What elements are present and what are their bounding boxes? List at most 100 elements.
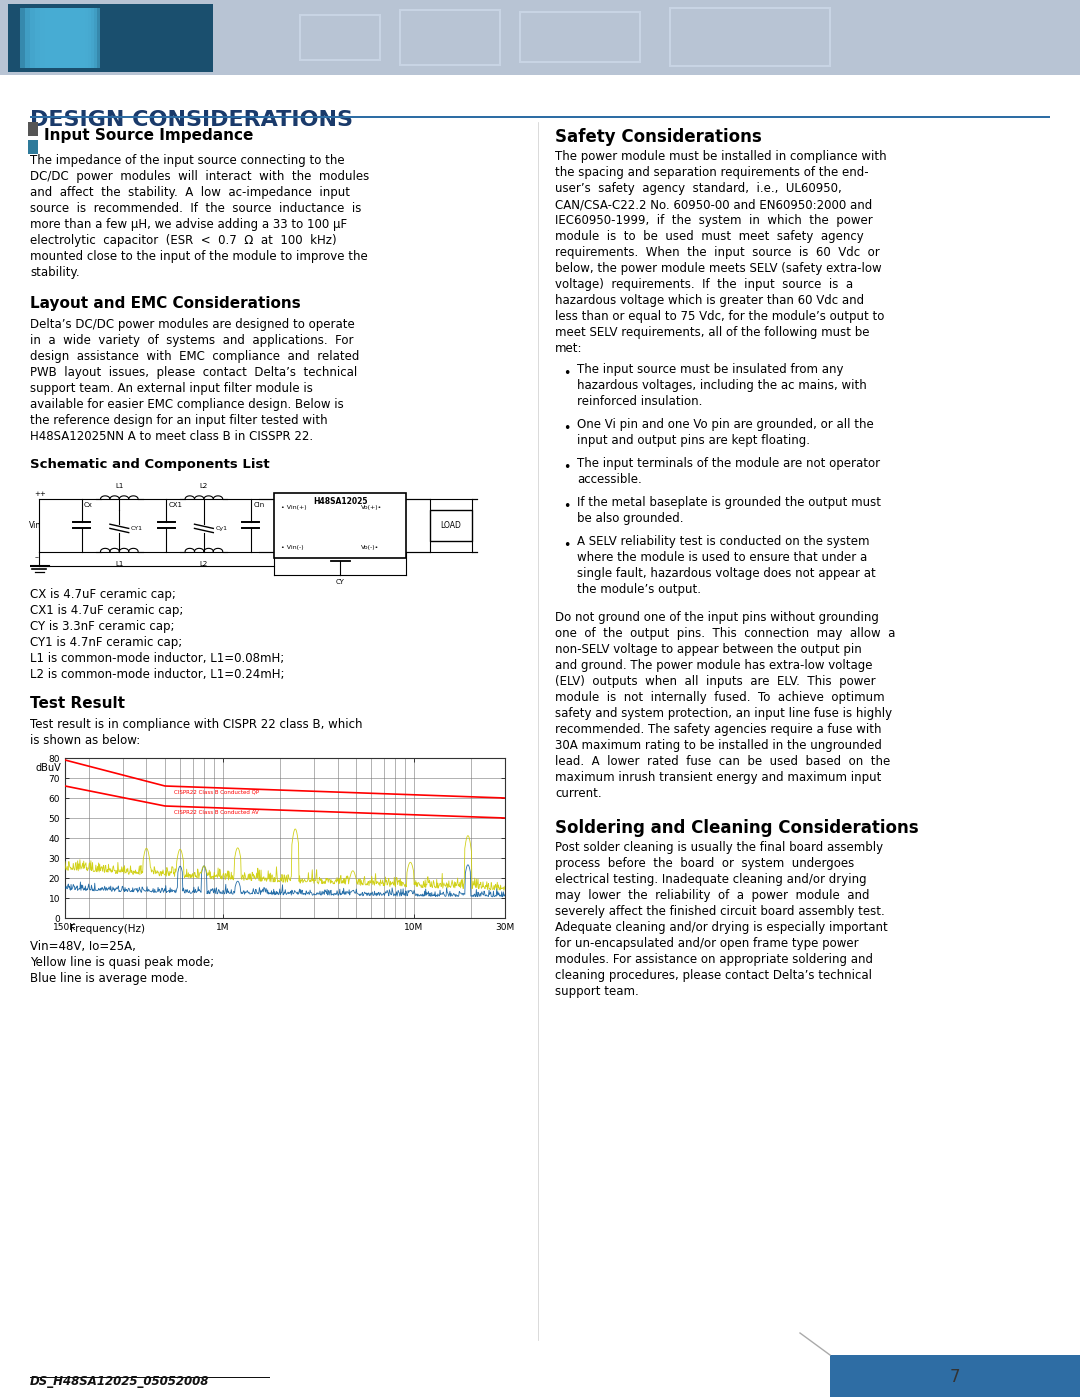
Text: electrical testing. Inadequate cleaning and/or drying: electrical testing. Inadequate cleaning …	[555, 873, 866, 886]
Text: Layout and EMC Considerations: Layout and EMC Considerations	[30, 296, 300, 312]
Text: requirements.  When  the  input  source  is  60  Vdc  or: requirements. When the input source is 6…	[555, 246, 880, 258]
Bar	[519, 13, 640, 61]
Text: The impedance of the input source connecting to the: The impedance of the input source connec…	[30, 154, 345, 168]
Text: is shown as below:: is shown as below:	[30, 733, 140, 747]
Bar	[25, 8, 97, 68]
Bar	[831, 1355, 1080, 1397]
Text: less than or equal to 75 Vdc, for the module’s output to: less than or equal to 75 Vdc, for the mo…	[555, 310, 885, 323]
Text: stability.: stability.	[30, 265, 80, 279]
Text: •: •	[563, 367, 570, 380]
Text: hazardous voltages, including the ac mains, with: hazardous voltages, including the ac mai…	[577, 379, 867, 393]
Text: A SELV reliability test is conducted on the system: A SELV reliability test is conducted on …	[577, 535, 869, 548]
Text: Input Source Impedance: Input Source Impedance	[44, 129, 254, 142]
Text: CX1: CX1	[168, 502, 183, 509]
Text: input and output pins are kept floating.: input and output pins are kept floating.	[577, 434, 810, 447]
Text: Cin: Cin	[253, 502, 265, 509]
Text: user’s  safety  agency  standard,  i.e.,  UL60950,: user’s safety agency standard, i.e., UL6…	[555, 182, 841, 196]
Text: for un-encapsulated and/or open frame type power: for un-encapsulated and/or open frame ty…	[555, 937, 859, 950]
Text: support team. An external input filter module is: support team. An external input filter m…	[30, 381, 313, 395]
Text: Cx: Cx	[84, 502, 93, 509]
Text: Yellow line is quasi peak mode;: Yellow line is quasi peak mode;	[30, 956, 214, 970]
Text: hazardous voltage which is greater than 60 Vdc and: hazardous voltage which is greater than …	[555, 293, 864, 307]
Text: source  is  recommended.  If  the  source  inductance  is: source is recommended. If the source ind…	[30, 203, 362, 215]
Text: lead.  A  lower  rated  fuse  can  be  used  based  on  the: lead. A lower rated fuse can be used bas…	[555, 754, 890, 768]
Text: The input source must be insulated from any: The input source must be insulated from …	[577, 363, 843, 376]
Text: more than a few μH, we advise adding a 33 to 100 μF: more than a few μH, we advise adding a 3…	[30, 218, 347, 231]
Bar	[28, 140, 38, 154]
Text: Adequate cleaning and/or drying is especially important: Adequate cleaning and/or drying is espec…	[555, 921, 888, 935]
Text: CAN/CSA-C22.2 No. 60950-00 and EN60950:2000 and: CAN/CSA-C22.2 No. 60950-00 and EN60950:2…	[555, 198, 873, 211]
Bar	[30, 8, 94, 68]
Text: •: •	[563, 539, 570, 552]
Bar	[430, 510, 472, 541]
Text: cleaning procedures, please contact Delta’s technical: cleaning procedures, please contact Delt…	[555, 970, 872, 982]
Text: --: --	[35, 555, 40, 560]
Text: PWB  layout  issues,  please  contact  Delta’s  technical: PWB layout issues, please contact Delta’…	[30, 366, 357, 379]
Text: be also grounded.: be also grounded.	[577, 511, 684, 525]
Text: L1 is common-mode inductor, L1=0.08mH;: L1 is common-mode inductor, L1=0.08mH;	[30, 652, 284, 665]
Text: the reference design for an input filter tested with: the reference design for an input filter…	[30, 414, 327, 427]
Text: mounted close to the input of the module to improve the: mounted close to the input of the module…	[30, 250, 368, 263]
Text: the spacing and separation requirements of the end-: the spacing and separation requirements …	[555, 166, 868, 179]
Text: L2: L2	[200, 562, 208, 567]
Text: Vo(-)•: Vo(-)•	[362, 545, 380, 550]
Text: H48SA12025: H48SA12025	[313, 497, 367, 506]
Text: 30A maximum rating to be installed in the ungrounded: 30A maximum rating to be installed in th…	[555, 739, 882, 752]
Text: reinforced insulation.: reinforced insulation.	[577, 395, 702, 408]
Text: where the module is used to ensure that under a: where the module is used to ensure that …	[577, 550, 867, 564]
Text: (ELV)  outputs  when  all  inputs  are  ELV.  This  power: (ELV) outputs when all inputs are ELV. T…	[555, 675, 876, 687]
Text: Soldering and Cleaning Considerations: Soldering and Cleaning Considerations	[555, 819, 919, 837]
Text: recommended. The safety agencies require a fuse with: recommended. The safety agencies require…	[555, 724, 881, 736]
Text: Vin=48V, Io=25A,: Vin=48V, Io=25A,	[30, 940, 136, 953]
Text: CY is 3.3nF ceramic cap;: CY is 3.3nF ceramic cap;	[30, 620, 175, 633]
Text: module  is  not  internally  fused.  To  achieve  optimum: module is not internally fused. To achie…	[555, 692, 885, 704]
Text: If the metal baseplate is grounded the output must: If the metal baseplate is grounded the o…	[577, 496, 881, 509]
Text: IEC60950-1999,  if  the  system  in  which  the  power: IEC60950-1999, if the system in which th…	[555, 214, 873, 226]
Text: single fault, hazardous voltage does not appear at: single fault, hazardous voltage does not…	[577, 567, 876, 580]
Text: L1: L1	[116, 482, 123, 489]
Bar	[21, 8, 100, 68]
Text: CY1 is 4.7nF ceramic cap;: CY1 is 4.7nF ceramic cap;	[30, 636, 183, 650]
Text: DESIGN CONSIDERATIONS: DESIGN CONSIDERATIONS	[30, 110, 353, 130]
Text: meet SELV requirements, all of the following must be: meet SELV requirements, all of the follo…	[555, 326, 869, 339]
Text: •: •	[563, 461, 570, 474]
Text: current.: current.	[555, 787, 602, 800]
Text: met:: met:	[555, 342, 582, 355]
Text: Cy1: Cy1	[216, 525, 228, 531]
Bar	[8, 4, 213, 73]
Text: safety and system protection, an input line fuse is highly: safety and system protection, an input l…	[555, 707, 892, 719]
Text: CISPR22 Class B Conducted AV: CISPR22 Class B Conducted AV	[174, 810, 258, 814]
Text: available for easier EMC compliance design. Below is: available for easier EMC compliance desi…	[30, 398, 343, 411]
Text: 7: 7	[949, 1368, 960, 1386]
Text: maximum inrush transient energy and maximum input: maximum inrush transient energy and maxi…	[555, 771, 881, 784]
Text: design  assistance  with  EMC  compliance  and  related: design assistance with EMC compliance an…	[30, 351, 360, 363]
Text: • Vin(-): • Vin(-)	[282, 545, 305, 550]
Text: Test Result: Test Result	[30, 696, 125, 711]
Text: support team.: support team.	[555, 985, 638, 997]
Text: L2 is common-mode inductor, L1=0.24mH;: L2 is common-mode inductor, L1=0.24mH;	[30, 668, 284, 680]
Bar	[30, 116, 1050, 117]
Text: DS_H48SA12025_05052008: DS_H48SA12025_05052008	[30, 1375, 210, 1389]
Text: H48SA12025NN A to meet class B in CISSPR 22.: H48SA12025NN A to meet class B in CISSPR…	[30, 430, 313, 443]
Text: ++: ++	[35, 490, 46, 497]
Text: CX1 is 4.7uF ceramic cap;: CX1 is 4.7uF ceramic cap;	[30, 604, 184, 617]
Text: Safety Considerations: Safety Considerations	[555, 129, 761, 147]
Text: L1: L1	[116, 562, 123, 567]
Text: dBuV: dBuV	[35, 763, 60, 773]
Text: Blue line is average mode.: Blue line is average mode.	[30, 972, 188, 985]
Text: one  of  the  output  pins.  This  connection  may  allow  a: one of the output pins. This connection …	[555, 627, 895, 640]
Text: electrolytic  capacitor  (ESR  <  0.7  Ω  at  100  kHz): electrolytic capacitor (ESR < 0.7 Ω at 1…	[30, 235, 337, 247]
Text: voltage)  requirements.  If  the  input  source  is  a: voltage) requirements. If the input sour…	[555, 278, 853, 291]
Text: Test result is in compliance with CISPR 22 class B, which: Test result is in compliance with CISPR …	[30, 718, 363, 731]
Bar	[50, 8, 82, 68]
Bar	[28, 122, 38, 136]
Text: Delta’s DC/DC power modules are designed to operate: Delta’s DC/DC power modules are designed…	[30, 319, 354, 331]
Text: Post solder cleaning is usually the final board assembly: Post solder cleaning is usually the fina…	[555, 841, 883, 854]
Bar	[300, 15, 380, 60]
Text: accessible.: accessible.	[577, 474, 642, 486]
Bar	[45, 8, 85, 68]
Text: Vo(+)•: Vo(+)•	[362, 504, 382, 510]
Text: •: •	[563, 422, 570, 434]
Text: severely affect the finished circuit board assembly test.: severely affect the finished circuit boa…	[555, 905, 885, 918]
Text: One Vi pin and one Vo pin are grounded, or all the: One Vi pin and one Vo pin are grounded, …	[577, 418, 874, 432]
